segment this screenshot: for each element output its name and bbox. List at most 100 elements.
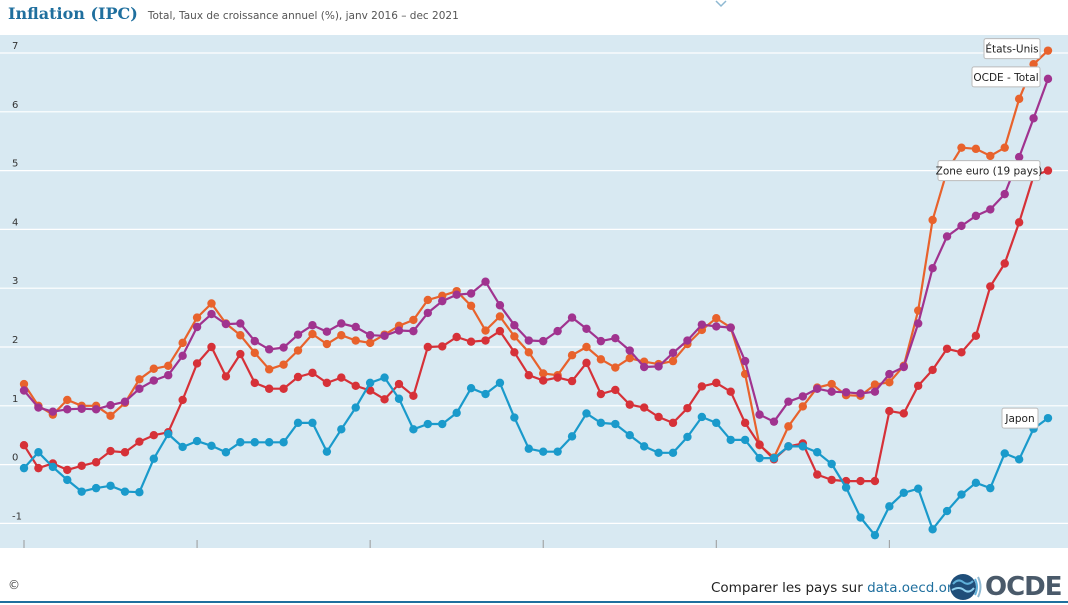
series-point: [913, 319, 923, 328]
chart-title: Inflation (IPC): [8, 4, 138, 23]
chart-plot: -101234567201620172018201920202021États-…: [0, 35, 1068, 548]
series-point: [322, 378, 332, 388]
series-point: [264, 345, 274, 354]
series-point: [34, 448, 43, 457]
series-point: [856, 476, 865, 486]
series-point: [755, 440, 764, 449]
series-point: [1014, 455, 1024, 464]
series-point: [164, 371, 173, 380]
series-point: [740, 435, 750, 445]
series-point: [409, 326, 418, 336]
series-point: [1043, 74, 1053, 84]
series-point: [827, 459, 836, 469]
series-point: [913, 381, 923, 391]
series-point: [48, 407, 58, 416]
series-point: [885, 502, 894, 511]
series-point: [856, 389, 865, 398]
series-point: [351, 336, 360, 345]
series-point: [77, 487, 86, 496]
series-point: [625, 346, 634, 355]
series-point: [466, 337, 476, 346]
series-point: [668, 356, 678, 366]
series-point: [870, 387, 880, 396]
series-end-label: États-Unis: [985, 43, 1038, 56]
series-point: [971, 478, 981, 488]
series-point: [726, 435, 735, 445]
series-point: [668, 348, 678, 358]
series-point: [221, 448, 231, 457]
series-point: [264, 384, 274, 393]
series-point: [164, 429, 173, 439]
series-point: [870, 476, 880, 486]
series-point: [409, 391, 418, 401]
series-point: [221, 372, 231, 381]
series-point: [135, 375, 144, 384]
series-point: [683, 432, 692, 442]
series-point: [365, 331, 375, 340]
series-point: [726, 387, 735, 396]
series-point: [596, 336, 606, 346]
series-point: [264, 365, 274, 374]
series-point: [236, 319, 245, 328]
y-tick-label: 7: [12, 41, 18, 52]
series-point: [452, 332, 461, 342]
series-point: [91, 458, 101, 467]
series-point: [308, 329, 317, 339]
series-point: [654, 412, 663, 422]
series-point: [596, 389, 606, 399]
series-point: [798, 442, 808, 451]
series-point: [106, 481, 115, 490]
series-point: [986, 282, 995, 291]
series-point: [293, 418, 303, 428]
series-point: [1029, 59, 1038, 69]
series-point: [322, 447, 332, 456]
series-point: [971, 331, 981, 341]
y-tick-label: -1: [12, 511, 22, 522]
series-point: [856, 513, 865, 522]
series-point: [149, 431, 159, 440]
series-point: [120, 448, 130, 457]
series-point: [135, 384, 144, 393]
series-point: [264, 438, 274, 447]
series-point: [293, 330, 303, 339]
dropdown-arrow-icon[interactable]: [715, 0, 727, 8]
series-point: [827, 379, 836, 389]
series-point: [957, 348, 966, 357]
series-point: [495, 312, 505, 321]
oecd-logo[interactable]: OCDE: [948, 572, 1063, 602]
series-point: [452, 408, 461, 418]
series-point: [639, 442, 649, 451]
series-point: [149, 454, 159, 463]
series-point: [784, 422, 793, 431]
series-point: [481, 336, 490, 345]
series-point: [712, 313, 721, 323]
series-point: [1014, 94, 1024, 104]
series-point: [466, 301, 476, 311]
series-point: [971, 144, 981, 154]
series-point: [19, 440, 29, 450]
series-point: [250, 378, 259, 388]
y-tick-label: 5: [12, 159, 18, 170]
series-point: [308, 321, 317, 330]
series-line: [23, 169, 1049, 483]
series-point: [120, 487, 130, 496]
series-point: [899, 409, 908, 418]
series-point: [178, 351, 187, 361]
series-point: [510, 332, 519, 341]
series-point: [149, 376, 159, 385]
series-point: [928, 365, 937, 375]
series-point: [524, 348, 533, 357]
series-point: [913, 484, 923, 493]
series-point: [899, 362, 908, 372]
series-point: [63, 395, 72, 405]
series-point: [510, 348, 519, 357]
series-point: [683, 403, 692, 413]
series-point: [870, 530, 880, 540]
series-point: [438, 419, 447, 429]
series-point: [1043, 413, 1053, 423]
series-point: [611, 363, 620, 372]
series-point: [755, 453, 764, 463]
y-tick-label: 1: [12, 394, 18, 405]
series-point: [625, 431, 634, 440]
data-oecd-link[interactable]: data.oecd.org: [867, 580, 961, 596]
